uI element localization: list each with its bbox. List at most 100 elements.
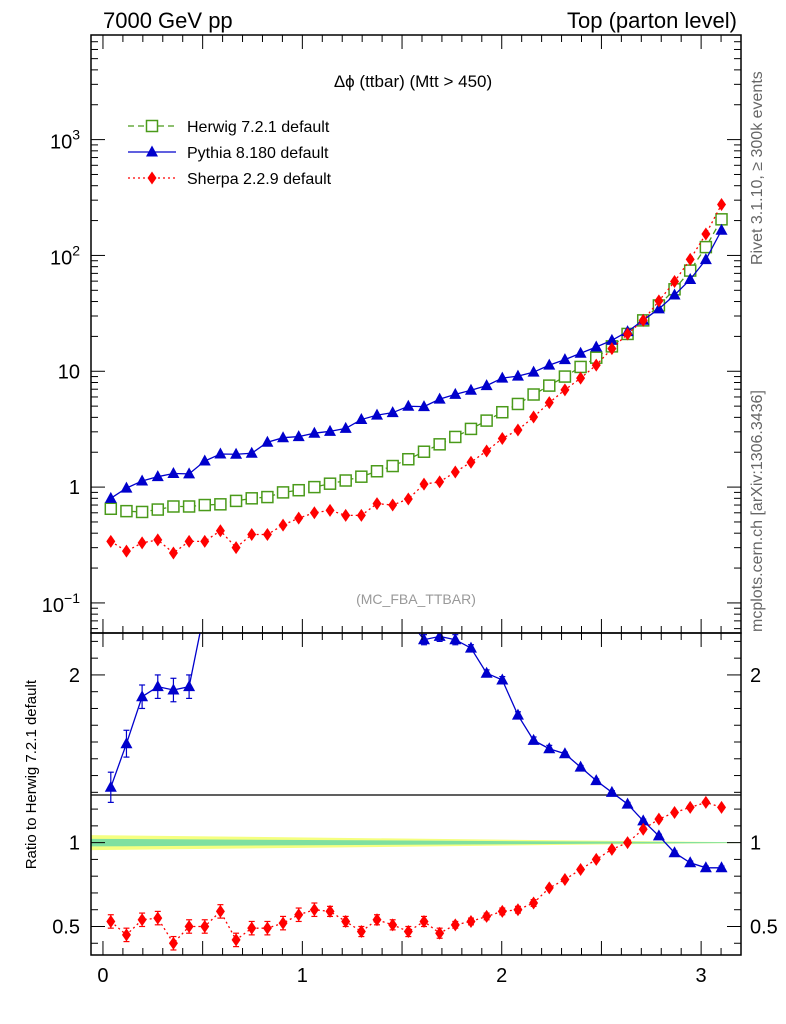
ratio-point	[153, 911, 163, 925]
data-point	[261, 490, 274, 504]
ratio-panel-frame	[90, 632, 742, 956]
ratio-y-tick-label-right: 0.5	[750, 916, 778, 938]
data-point	[308, 480, 321, 494]
x-tick-label: 0	[97, 965, 108, 987]
data-point	[104, 502, 118, 516]
data-point	[668, 288, 681, 300]
ratio-point	[449, 633, 462, 645]
ratio-point	[637, 814, 650, 826]
x-tick-label: 2	[496, 965, 507, 987]
data-point	[292, 483, 305, 497]
ratio-y-tick-label-left: 1	[69, 833, 80, 855]
ratio-point	[402, 613, 414, 624]
ratio-point	[717, 800, 727, 814]
legend-label: Sherpa 2.2.9 default	[187, 171, 332, 188]
data-point	[229, 494, 243, 508]
main-series-group	[104, 198, 728, 560]
ratio-point	[308, 528, 320, 539]
ratio-x-axis: 0 1 2 3	[97, 633, 742, 987]
ratio-point	[294, 908, 304, 922]
ratio-point	[137, 913, 147, 927]
uncertainty-band	[91, 835, 741, 851]
data-point	[214, 447, 227, 459]
data-point	[372, 497, 382, 511]
data-point	[527, 365, 540, 377]
ratio-point	[482, 909, 492, 923]
ratio-point	[574, 760, 587, 772]
data-point	[309, 506, 319, 520]
y-tick-label: 1	[69, 477, 80, 499]
x-tick-label: 3	[696, 965, 707, 987]
ratio-point	[262, 921, 272, 935]
data-point	[511, 369, 524, 381]
ratio-point	[200, 919, 210, 933]
data-point	[388, 498, 398, 512]
data-point	[151, 470, 164, 482]
data-point	[294, 511, 304, 525]
data-point	[417, 400, 430, 412]
data-point	[496, 371, 509, 383]
data-point	[684, 272, 697, 284]
data-point	[230, 447, 243, 459]
ratio-point	[325, 904, 335, 918]
ratio-point	[560, 873, 570, 887]
data-point	[699, 240, 713, 254]
data-point	[435, 475, 445, 489]
data-point	[466, 455, 476, 469]
ratio-point	[684, 856, 697, 868]
data-point	[402, 399, 415, 411]
ratio-point	[151, 680, 164, 692]
ratio-point	[591, 852, 601, 866]
ratio-point	[670, 805, 680, 819]
ratio-point	[419, 914, 429, 928]
y-tick-label: 102	[50, 242, 80, 269]
data-point	[574, 360, 587, 374]
mcplots-reference-label: mcplots.cern.ch [arXiv:1306.3436]	[749, 390, 766, 632]
ratio-point	[621, 797, 634, 809]
data-point	[200, 534, 210, 548]
ratio-point	[215, 904, 225, 918]
ratio-series-group	[104, 509, 728, 951]
data-point	[449, 430, 462, 444]
ratio-point	[184, 919, 194, 933]
data-point	[654, 294, 664, 308]
data-point	[137, 536, 147, 550]
legend-label: Pythia 8.180 default	[187, 145, 329, 162]
data-point	[480, 414, 493, 427]
ratio-y-tick-label-right: 1	[750, 833, 761, 855]
data-point	[121, 544, 131, 558]
ratio-point	[668, 846, 681, 858]
ratio-point	[183, 680, 196, 692]
series-line	[110, 219, 723, 513]
ratio-point	[511, 708, 524, 720]
data-point	[403, 492, 413, 506]
ratio-point	[701, 795, 711, 809]
ratio-point	[497, 904, 507, 918]
data-point	[652, 302, 665, 314]
ratio-point	[120, 737, 133, 749]
data-point	[638, 313, 648, 327]
data-point	[576, 371, 586, 385]
data-point	[261, 435, 274, 447]
data-point	[607, 342, 617, 356]
data-point	[543, 379, 556, 392]
ratio-point	[638, 822, 648, 836]
data-point	[135, 505, 149, 519]
ratio-point	[388, 918, 398, 932]
data-point	[324, 424, 337, 436]
legend-label: Herwig 7.2.1 default	[187, 119, 330, 136]
ratio-series-line	[110, 801, 722, 945]
band-inner	[91, 838, 741, 847]
data-point	[356, 508, 366, 522]
data-point	[277, 431, 290, 443]
ratio-panel: 0.5 0.5 1 1 2 2 0 1 2 3 Ratio to Herwig 7.2.1 de…	[23, 509, 778, 987]
ratio-point	[558, 747, 571, 759]
ratio-y-axis-label: Ratio to Herwig 7.2.1 default	[23, 679, 40, 869]
data-point	[701, 227, 711, 241]
data-point	[153, 533, 163, 547]
ratio-point	[261, 509, 273, 520]
ratio-y-tick-label-left: 0.5	[52, 916, 80, 938]
data-point	[104, 491, 117, 503]
data-point	[574, 346, 587, 358]
ratio-point	[590, 774, 603, 786]
